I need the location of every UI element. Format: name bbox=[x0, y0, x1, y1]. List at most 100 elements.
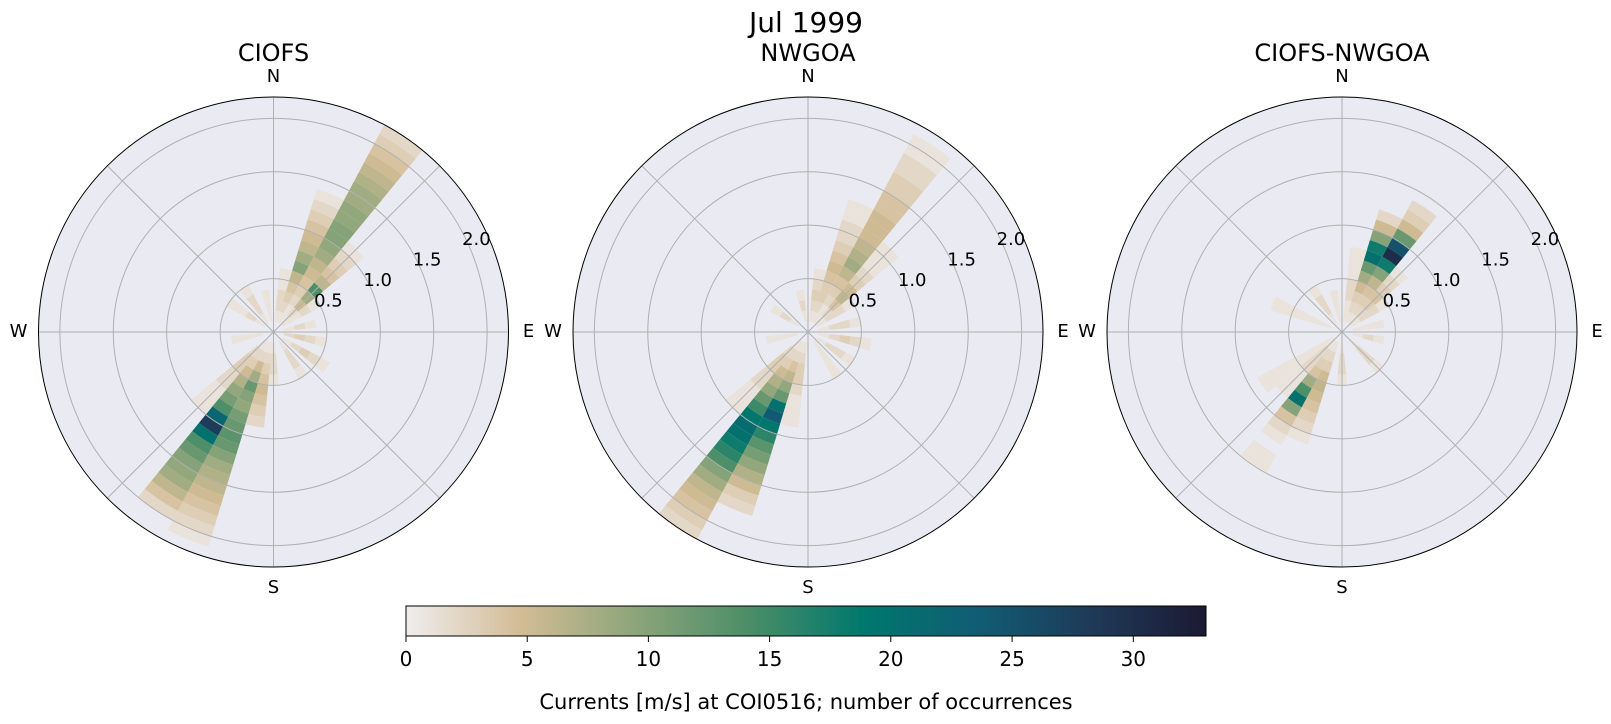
histogram-bin bbox=[868, 209, 897, 233]
angular-gridline bbox=[641, 331, 809, 499]
histogram-bin bbox=[813, 313, 822, 324]
histogram-bin bbox=[832, 240, 854, 257]
histogram-bin bbox=[776, 334, 788, 342]
histogram-bin bbox=[801, 310, 807, 322]
histogram-bin bbox=[787, 360, 799, 373]
angular-gridline bbox=[807, 165, 975, 333]
histogram-bin bbox=[798, 300, 806, 312]
histogram-bin bbox=[824, 311, 837, 322]
histogram-bin bbox=[275, 300, 283, 312]
histogram-bin bbox=[753, 389, 773, 408]
histogram-bin bbox=[783, 403, 801, 418]
histogram-bin bbox=[858, 228, 883, 250]
histogram-bin bbox=[812, 278, 824, 292]
histogram-bin bbox=[779, 311, 792, 322]
histogram-bin bbox=[254, 318, 266, 327]
histogram-bin bbox=[323, 228, 349, 250]
colorbar-tick-label: 30 bbox=[1121, 647, 1146, 671]
histogram-bin bbox=[1332, 300, 1340, 312]
histogram-bin bbox=[333, 209, 362, 233]
histogram-bin bbox=[369, 143, 410, 176]
histogram-bin bbox=[832, 304, 846, 317]
histogram-bin bbox=[261, 362, 271, 375]
histogram-bin bbox=[288, 294, 301, 308]
histogram-bin bbox=[283, 325, 295, 331]
radial-tick-label: 1.0 bbox=[1432, 270, 1461, 291]
colorbar: 0 5 10 15 20 25 30 Currents [m/s] at COI0516; n… bbox=[400, 605, 1207, 714]
histogram-bin bbox=[223, 416, 246, 435]
histogram-bin bbox=[1311, 379, 1327, 394]
histogram-bin bbox=[810, 300, 818, 312]
histogram-bin bbox=[789, 383, 803, 396]
histogram-bin bbox=[313, 247, 335, 266]
polar-grid bbox=[573, 97, 1043, 567]
histogram-bin bbox=[732, 463, 765, 486]
histogram-bin bbox=[873, 200, 903, 225]
histogram-bin bbox=[1358, 311, 1371, 322]
histogram-bin bbox=[313, 188, 344, 210]
histogram-bin bbox=[264, 352, 272, 364]
polar-frame bbox=[572, 96, 1044, 568]
histogram-bin bbox=[816, 337, 827, 346]
polar-frame bbox=[38, 96, 509, 568]
histogram-bin bbox=[293, 334, 306, 342]
direction-label-s: S bbox=[1336, 577, 1347, 598]
histogram-bin bbox=[762, 407, 784, 424]
histogram-bin bbox=[1360, 260, 1378, 276]
direction-labels: N E S W bbox=[10, 66, 535, 598]
histogram-bin bbox=[832, 347, 846, 360]
histogram-bin bbox=[1362, 334, 1374, 342]
histogram-bin bbox=[253, 348, 264, 361]
histogram-bin bbox=[1372, 319, 1385, 329]
histogram-bin bbox=[307, 209, 334, 229]
angular-gridline bbox=[1341, 331, 1509, 499]
histogram-bin bbox=[235, 304, 249, 317]
histogram-bin bbox=[794, 340, 803, 351]
histogram-bin bbox=[259, 313, 269, 324]
histogram-bin bbox=[1321, 303, 1332, 316]
histogram-bin bbox=[246, 356, 259, 370]
histogram-bin bbox=[1266, 367, 1285, 387]
histogram-bin bbox=[818, 348, 829, 361]
histogram-bin bbox=[699, 455, 733, 483]
colorbar-tick-label: 0 bbox=[400, 647, 413, 671]
histogram-bin bbox=[212, 398, 234, 417]
histogram-bin bbox=[1291, 416, 1315, 435]
histogram-bin bbox=[1280, 301, 1295, 317]
histogram-bin bbox=[259, 340, 269, 351]
histogram-bin bbox=[1363, 250, 1383, 267]
histogram-bin bbox=[1366, 304, 1380, 317]
histogram-bin bbox=[908, 134, 951, 167]
histogram-bin bbox=[1247, 439, 1277, 464]
histogram-bin bbox=[727, 473, 762, 496]
histogram-bin bbox=[1344, 300, 1352, 312]
histogram-bin bbox=[245, 311, 257, 322]
direction-labels: N E S W bbox=[1078, 66, 1603, 598]
histogram-bin bbox=[1314, 294, 1327, 308]
histogram-bin bbox=[1346, 278, 1358, 292]
histogram-bin bbox=[801, 342, 807, 354]
histogram-bin bbox=[304, 219, 329, 238]
histogram-bin bbox=[809, 310, 815, 322]
histogram-bin bbox=[241, 334, 254, 342]
histogram-bin bbox=[192, 473, 227, 496]
histogram-bin bbox=[248, 403, 267, 418]
histogram-bin bbox=[1301, 397, 1321, 414]
angular-gridline bbox=[641, 165, 809, 333]
histogram-bin bbox=[1270, 296, 1286, 314]
histogram-bin bbox=[1392, 228, 1417, 250]
angular-gridline bbox=[106, 165, 274, 333]
panel-title: CIOFS-NWGOA bbox=[1254, 39, 1430, 67]
histogram-bin bbox=[888, 171, 924, 200]
histogram-bin bbox=[737, 454, 768, 476]
histogram-bin bbox=[658, 505, 703, 540]
histogram-bin bbox=[823, 356, 836, 370]
histogram-bin bbox=[298, 240, 319, 257]
radial-tick-label: 0.5 bbox=[1383, 290, 1412, 311]
histogram-bin bbox=[843, 256, 863, 275]
histogram-bin bbox=[686, 472, 723, 502]
histogram-bin bbox=[1267, 414, 1292, 436]
histogram-bin bbox=[283, 333, 295, 339]
histogram-bin bbox=[1350, 318, 1361, 327]
histogram-bin bbox=[1296, 407, 1318, 424]
